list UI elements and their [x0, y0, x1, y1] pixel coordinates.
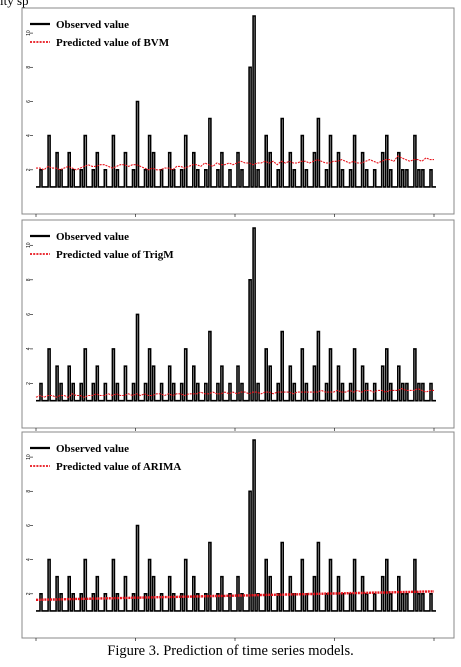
chart-panel-trigm: 2 4 6 8 10 Observed value Predicted value of T… — [21, 219, 455, 431]
series-predicted-arima — [36, 590, 434, 601]
ytick-label: 8 — [26, 278, 32, 281]
ytick-label: 2 — [26, 168, 32, 171]
ytick-label: 6 — [26, 100, 32, 103]
figure-caption: Figure 3. Prediction of time series mode… — [107, 643, 354, 659]
legend-label-predicted: Predicted value of BVM — [56, 37, 170, 49]
ytick-label: 10 — [26, 454, 32, 460]
ytick-label: 4 — [26, 347, 32, 350]
plot-frame-trigm — [21, 219, 455, 429]
ytick-label: 10 — [26, 242, 32, 248]
ytick-label: 6 — [26, 313, 32, 316]
chart-panel-bvm: 2 4 6 8 10 Observed value Predicted value of B… — [21, 7, 455, 217]
ytick-label: 8 — [26, 490, 32, 493]
ytick-label: 8 — [26, 66, 32, 69]
ytick-label: 2 — [26, 592, 32, 595]
ytick-label: 4 — [26, 134, 32, 137]
legend-label-observed: Observed value — [56, 443, 129, 455]
legend-label-predicted: Predicted value of ARIMA — [56, 461, 181, 473]
series-predicted-trigm — [35, 387, 434, 398]
legend-label-predicted: Predicted value of TrigM — [56, 249, 174, 261]
ytick-label: 10 — [26, 30, 32, 36]
ytick-label: 4 — [26, 558, 32, 561]
plot-frame-bvm — [21, 7, 455, 215]
plot-frame-arima — [21, 431, 455, 639]
chart-panel-arima: 2 4 6 8 10 Observed value Predicted value of A… — [21, 431, 455, 641]
series-observed-trigm — [36, 227, 436, 402]
ytick-label: 2 — [26, 382, 32, 385]
legend-label-observed: Observed value — [56, 231, 129, 243]
series-observed-bvm — [36, 15, 436, 188]
legend-label-observed: Observed value — [56, 19, 129, 31]
series-observed-arima — [36, 439, 436, 612]
page-top-text: ity sp — [0, 0, 29, 8]
ytick-label: 6 — [26, 524, 32, 527]
